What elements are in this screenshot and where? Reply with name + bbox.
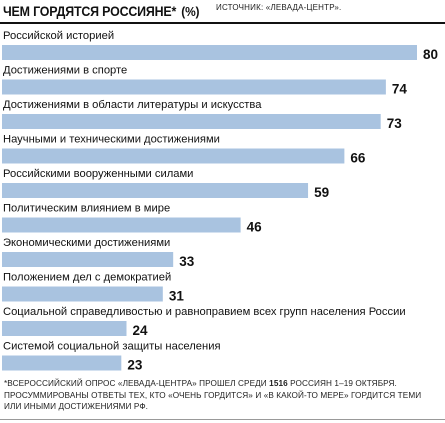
chart-title: ЧЕМ ГОРДЯТСЯ РОССИЯНЕ* (%)	[3, 4, 200, 19]
footnote-part2: россиян 1–19 октября. Просуммированы отв…	[4, 379, 422, 412]
category-label: Экономическими достижениями	[3, 237, 170, 249]
footnote-count: 1516	[269, 379, 288, 388]
value-label: 59	[314, 185, 329, 200]
bar	[2, 286, 163, 302]
category-label: Социальной справедливостью и равноправие…	[3, 306, 406, 318]
bar-chart: Российской историей 80 Достижениями в спор…	[2, 30, 438, 373]
value-label: 73	[387, 116, 403, 131]
footnote: *Всероссийский опрос «Левада-Центра» про…	[4, 378, 440, 413]
value-label: 46	[247, 220, 263, 235]
category-label: Системой социальной защиты населения	[3, 341, 221, 353]
bottom-rule	[0, 419, 445, 420]
value-label: 31	[169, 289, 185, 304]
bar	[2, 79, 386, 95]
bar	[2, 321, 127, 336]
value-label: 80	[423, 47, 438, 62]
value-label: 24	[133, 323, 149, 338]
chart-header: ЧЕМ ГОРДЯТСЯ РОССИЯНЕ* (%)	[3, 3, 440, 23]
category-label: Российской историей	[3, 30, 114, 42]
header-rule	[0, 22, 445, 24]
chart-unit: (%)	[181, 4, 200, 19]
bar	[2, 252, 174, 267]
category-label: Политическим влиянием в мире	[3, 203, 170, 215]
bar	[2, 45, 417, 60]
bar	[2, 183, 309, 198]
bar	[2, 148, 345, 164]
value-label: 74	[392, 82, 408, 97]
category-label: Научными и техническими достижениями	[3, 134, 220, 146]
bar	[2, 217, 241, 233]
value-label: 23	[127, 358, 143, 373]
category-label: Российскими вооруженными силами	[3, 168, 193, 180]
footnote-part1: *Всероссийский опрос «Левада-Центра» про…	[4, 379, 270, 388]
bar	[2, 355, 122, 371]
category-label: Достижениями в области литературы и иску…	[3, 99, 262, 111]
value-label: 33	[179, 254, 195, 269]
bar	[2, 114, 381, 129]
value-label: 66	[350, 151, 366, 166]
chart-title-text: ЧЕМ ГОРДЯТСЯ РОССИЯНЕ*	[3, 4, 177, 19]
category-label: Достижениями в спорте	[3, 65, 127, 77]
category-label: Положением дел с демократией	[3, 272, 171, 284]
source-note: ИСТОЧНИК: «ЛЕВАДА-ЦЕНТР».	[216, 3, 342, 12]
